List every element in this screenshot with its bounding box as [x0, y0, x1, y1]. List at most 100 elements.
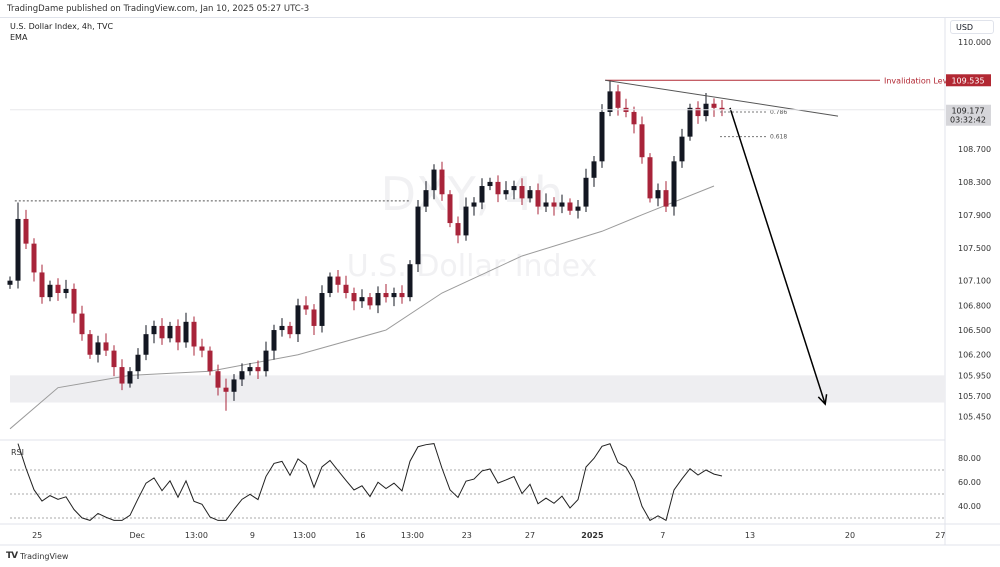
- top-border: [0, 17, 1000, 18]
- rsi-tick: 60.00: [958, 478, 981, 487]
- candle-body: [167, 325, 173, 339]
- price-tick: 107.100: [958, 277, 991, 286]
- candle-body: [71, 288, 77, 314]
- candle-body: [399, 293, 405, 298]
- candle-body: [135, 354, 141, 372]
- candle-body: [183, 321, 189, 343]
- candle-body: [279, 325, 285, 331]
- candle-body: [119, 367, 125, 384]
- candle-body: [103, 342, 109, 351]
- tradingview-brand[interactable]: TV TradingView: [6, 551, 68, 561]
- time-tick: 27: [935, 531, 945, 540]
- price-tick: 106.500: [958, 326, 991, 335]
- symbol-label[interactable]: U.S. Dollar Index, 4h, TVC: [10, 22, 114, 31]
- time-tick: 20: [845, 531, 855, 540]
- time-tick: Dec: [129, 531, 144, 540]
- price-tick: 107.500: [958, 244, 991, 253]
- rsi-label: RSI: [11, 448, 24, 457]
- bearish-arrow-head-icon: [817, 394, 828, 406]
- candle-body: [519, 186, 525, 199]
- brand-label: TradingView: [20, 551, 69, 561]
- candle-body: [511, 186, 517, 191]
- candle-body: [319, 293, 325, 326]
- candle-body: [175, 325, 181, 343]
- publisher-line: TradingDame published on TradingView.com…: [7, 4, 310, 14]
- candle-body: [311, 309, 317, 326]
- candle-body: [87, 334, 93, 355]
- candle-body: [575, 206, 581, 211]
- candle-body: [543, 202, 549, 207]
- candle-body: [583, 177, 589, 207]
- last-price-tag: [946, 104, 991, 126]
- candle-body: [487, 181, 493, 187]
- candle-body: [327, 276, 333, 294]
- price-tick: 105.950: [958, 371, 991, 380]
- watermark-name: U.S. Dollar Index: [347, 249, 598, 284]
- candle-body: [23, 218, 29, 244]
- candle-body: [247, 367, 253, 372]
- candle-body: [63, 288, 69, 294]
- candle-body: [223, 387, 229, 392]
- candle-body: [391, 293, 397, 298]
- candle-body: [647, 157, 653, 199]
- rsi-tick: 80.00: [958, 454, 981, 463]
- bearish-arrow-shaft: [729, 107, 826, 405]
- fib-level-label: 0.786: [770, 109, 787, 116]
- candle-body: [359, 297, 365, 302]
- candle-body: [263, 350, 269, 372]
- price-tick: 107.900: [958, 211, 991, 220]
- candle-body: [551, 202, 557, 207]
- candle-body: [471, 202, 477, 207]
- invalidation-price: 109.535: [951, 76, 984, 85]
- candle-body: [31, 243, 37, 273]
- candle-body: [447, 194, 453, 224]
- indicator-label[interactable]: EMA: [10, 33, 28, 42]
- candle-body: [407, 264, 413, 298]
- candle-body: [239, 371, 245, 380]
- candle-body: [631, 111, 637, 125]
- currency-button[interactable]: USD: [950, 20, 994, 34]
- candle-body: [695, 107, 701, 117]
- invalidation-label: Invalidation Level: [884, 76, 954, 85]
- candle-body: [143, 334, 149, 355]
- candle-body: [15, 218, 21, 281]
- candle-body: [351, 293, 357, 302]
- time-tick: 13:00: [401, 531, 424, 540]
- candle-body: [711, 103, 717, 108]
- candle-body: [303, 305, 309, 310]
- time-tick: 27: [525, 531, 535, 540]
- candle-body: [127, 371, 133, 384]
- candle-body: [7, 280, 13, 285]
- chart-legend: U.S. Dollar Index, 4h, TVC EMA: [10, 21, 113, 43]
- candle-body: [47, 284, 53, 298]
- candle-body: [455, 223, 461, 236]
- price-tick: 108.300: [958, 178, 991, 187]
- candle-body: [591, 161, 597, 178]
- candle-body: [343, 284, 349, 294]
- time-tick: 16: [355, 531, 365, 540]
- candle-body: [79, 313, 85, 335]
- candle-body: [39, 272, 45, 298]
- candle-body: [375, 293, 381, 306]
- price-tick: 106.200: [958, 351, 991, 360]
- time-tick: 9: [250, 531, 255, 540]
- candle-body: [199, 346, 205, 351]
- candle-body: [159, 325, 165, 339]
- candle-body: [439, 169, 445, 195]
- candle-body: [615, 91, 621, 108]
- invalidation-price-tag: [946, 74, 991, 87]
- time-tick: 13:00: [293, 531, 316, 540]
- candle-body: [463, 206, 469, 236]
- candle-body: [671, 161, 677, 207]
- price-tick: 108.700: [958, 145, 991, 154]
- candle-body: [383, 293, 389, 298]
- price-tick: 105.450: [958, 412, 991, 421]
- candle-body: [231, 379, 237, 392]
- candle-body: [207, 350, 213, 372]
- fib-level-label: 0.618: [770, 134, 787, 141]
- candle-body: [503, 190, 509, 195]
- candle-body: [567, 202, 573, 211]
- bar-countdown: 03:32:42: [950, 116, 986, 125]
- tradingview-logo-icon: TV: [6, 551, 18, 561]
